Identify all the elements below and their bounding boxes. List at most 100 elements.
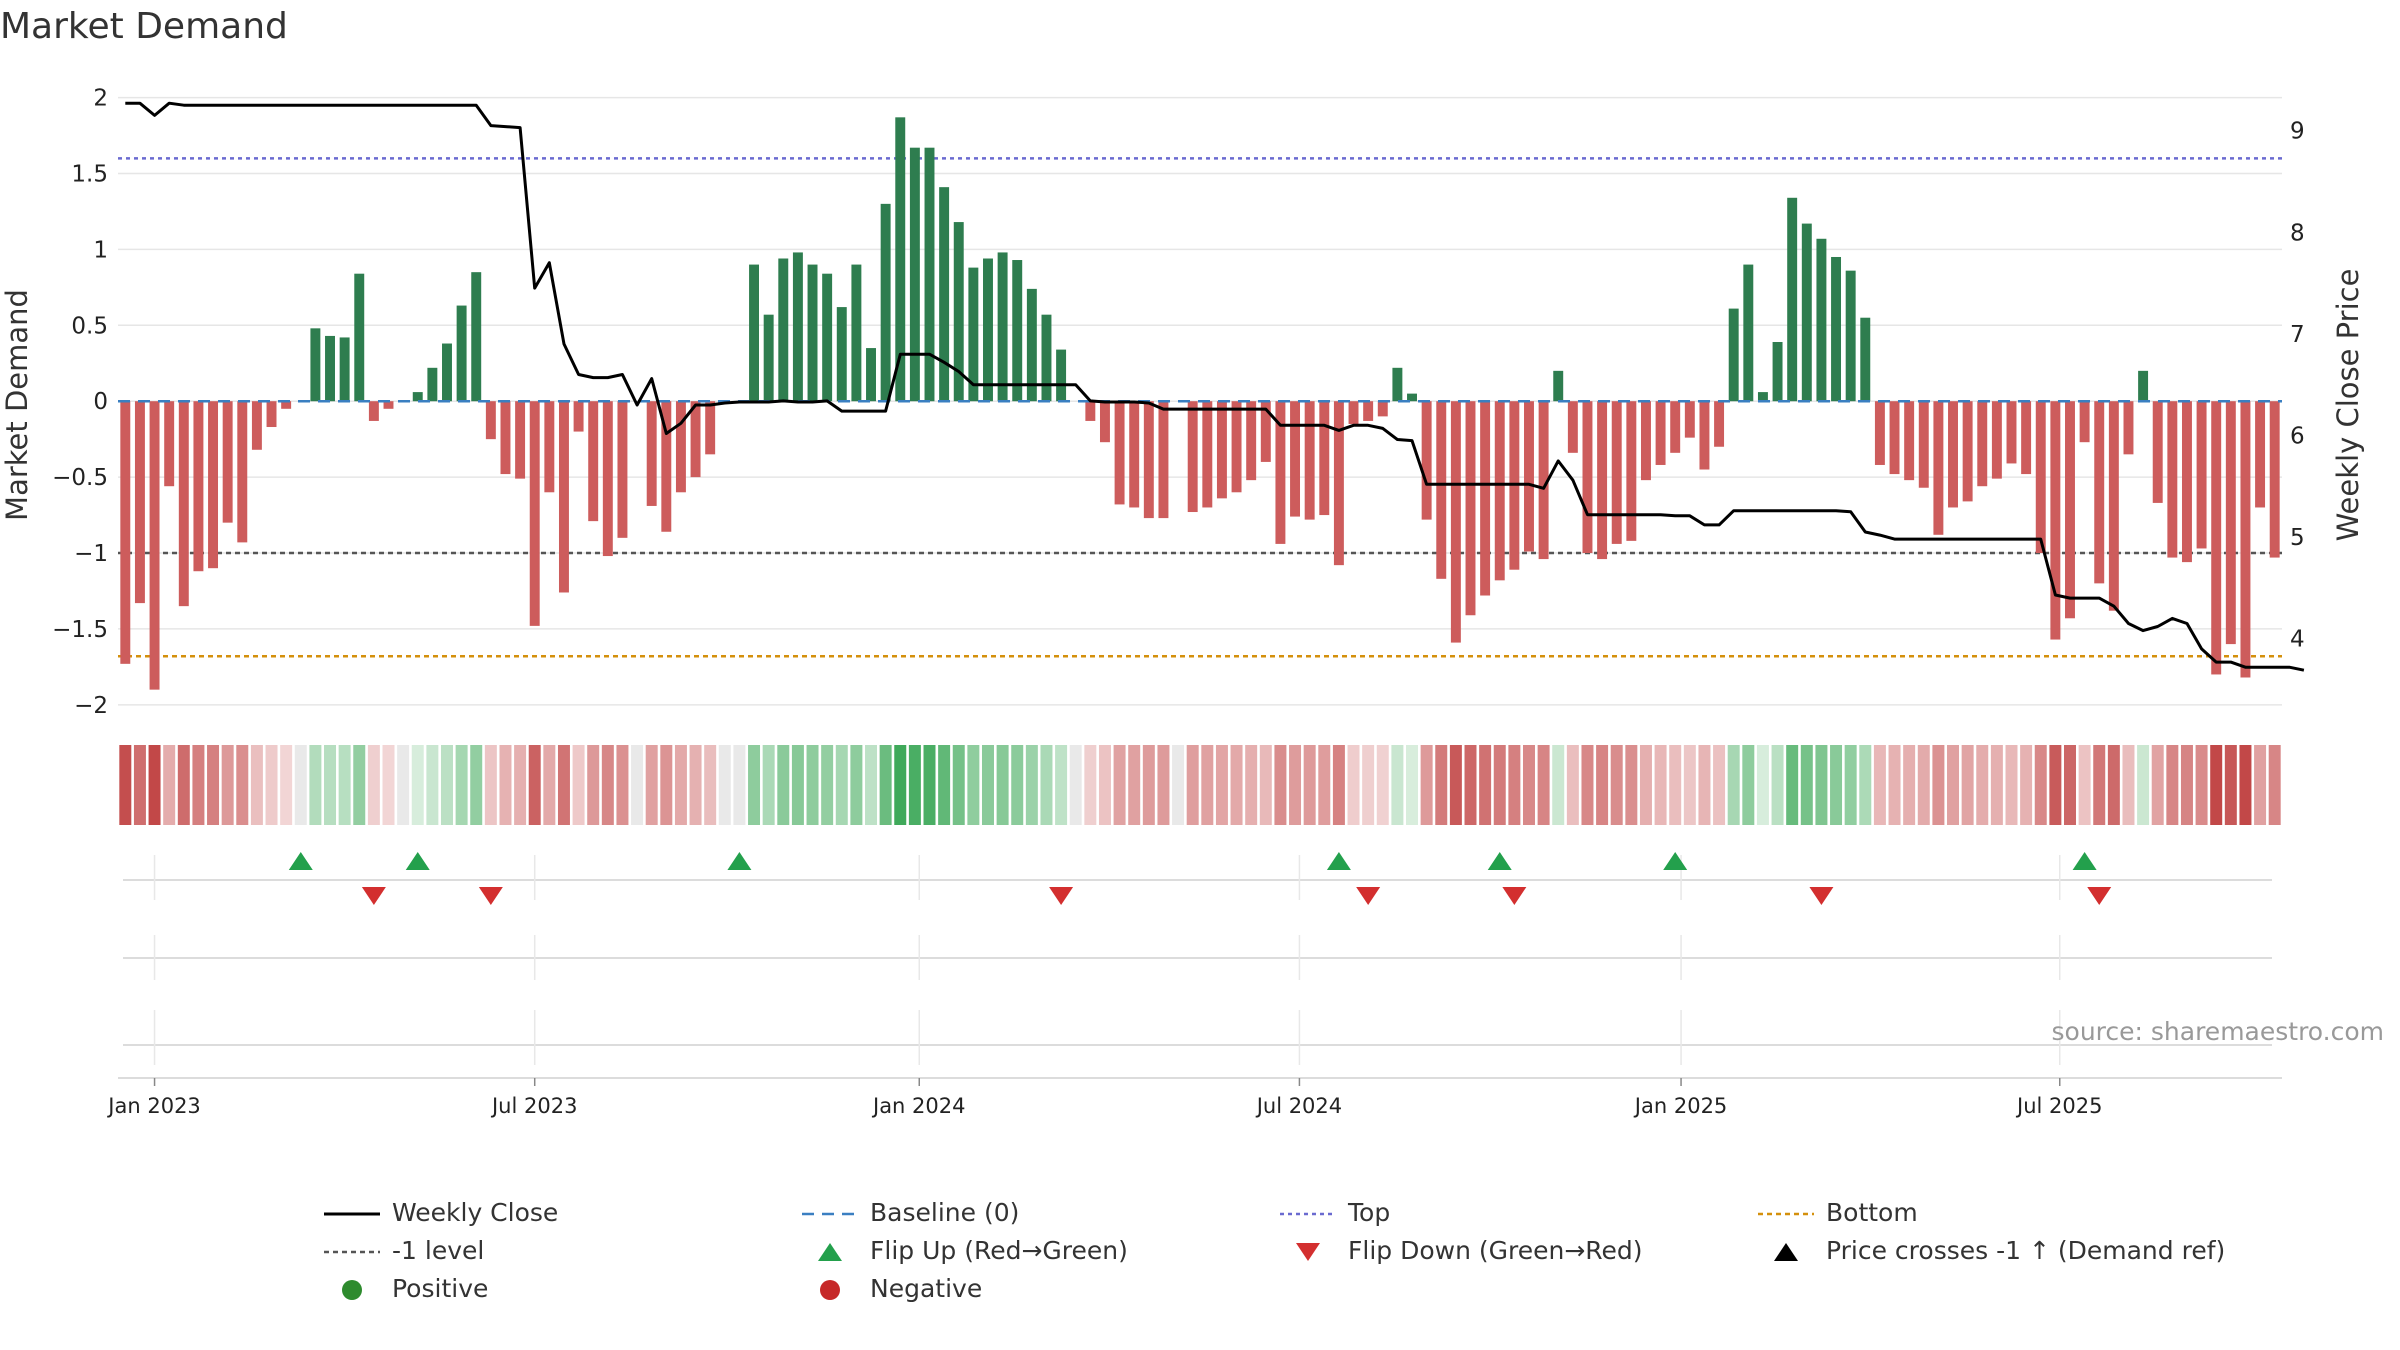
positive-bar (953, 222, 964, 402)
negative-bar (2211, 401, 2222, 675)
heat-strip-cell (1639, 745, 1652, 825)
heat-strip-cell (2180, 745, 2193, 825)
negative-bar (1889, 401, 1900, 475)
flip-down-marker (361, 887, 386, 905)
heat-strip-cell (1332, 745, 1345, 825)
positive-bar (442, 343, 452, 402)
heat-strip-cell (1172, 745, 1185, 825)
x-tick-label: Jan 2023 (106, 1094, 201, 1118)
y2-tick-label: 7 (2290, 322, 2305, 348)
heat-strip-cell (733, 745, 746, 825)
heat-strip-cell (324, 745, 337, 825)
negative-bar (1377, 401, 1388, 417)
negative-bar (1319, 401, 1330, 516)
positive-bar (851, 264, 862, 402)
flip-down-marker (1502, 887, 1527, 905)
heat-strip-cell (2063, 745, 2076, 825)
heat-strip-cell (908, 745, 921, 825)
heat-strip-cell (1493, 745, 1506, 825)
heat-strip-cell (718, 745, 731, 825)
negative-bar (1874, 401, 1885, 465)
negative-bar (266, 401, 277, 428)
heat-strip-cell (1376, 745, 1389, 825)
heat-strip-cell (1435, 745, 1448, 825)
heat-strip-cell (967, 745, 980, 825)
heat-strip-cell (1727, 745, 1740, 825)
heat-strip-cell (192, 745, 205, 825)
heat-strip-cell (894, 745, 907, 825)
positive-bar (1026, 288, 1037, 402)
heat-strip-cell (1479, 745, 1492, 825)
y2-tick-label: 8 (2290, 220, 2305, 246)
flip-down-marker (1356, 887, 1381, 905)
heat-strip-cell (1259, 745, 1272, 825)
positive-bar (895, 117, 906, 402)
heat-strip-cell (1800, 745, 1813, 825)
heat-strip-cell (616, 745, 629, 825)
negative-bar (2021, 401, 2032, 475)
heat-strip-cell (338, 745, 351, 825)
heat-strip-cell (221, 745, 234, 825)
negative-bar (1962, 401, 1973, 502)
negative-bar (661, 401, 672, 532)
positive-bar (1772, 342, 1783, 402)
negative-bar (573, 401, 584, 432)
heat-strip-cell (1932, 745, 1945, 825)
positive-bar (1757, 392, 1768, 402)
negative-bar (529, 401, 540, 626)
positive-bar (1831, 256, 1842, 402)
negative-bar (646, 401, 657, 506)
heat-strip-cell (1449, 745, 1462, 825)
positive-bar (1860, 317, 1871, 402)
negative-bar (193, 401, 204, 572)
heat-strip-cell (1142, 745, 1155, 825)
heat-strip-cell (2049, 745, 2062, 825)
negative-bar (1246, 401, 1257, 481)
heat-strip-cell (543, 745, 556, 825)
heat-strip-cell (1917, 745, 1930, 825)
heat-strip-cell (1976, 745, 1989, 825)
negative-bar (1450, 401, 1461, 643)
heat-strip-cell (1230, 745, 1243, 825)
heat-strip-cell (250, 745, 263, 825)
heat-strip-cell (1669, 745, 1682, 825)
negative-bar (2035, 401, 2046, 554)
negative-bar (1904, 401, 1915, 481)
heat-strip-cell (455, 745, 468, 825)
heat-strip-cell (777, 745, 790, 825)
heat-strip-cell (1025, 745, 1038, 825)
negative-bar (1684, 401, 1695, 438)
heat-strip-cell (2137, 745, 2150, 825)
heat-strip-cell (1245, 745, 1258, 825)
positive-bar (427, 367, 438, 402)
negative-bar (281, 401, 292, 409)
negative-bar (383, 401, 394, 409)
negative-bar (1655, 401, 1666, 465)
negative-bar (1933, 401, 1944, 535)
negative-bar (2181, 401, 2192, 563)
negative-bar (1129, 401, 1140, 508)
heat-strip-cell (674, 745, 687, 825)
negative-bar (1158, 401, 1169, 519)
heat-strip-cell (762, 745, 775, 825)
heat-strip-cell (587, 745, 600, 825)
negative-bar (690, 401, 701, 478)
heat-strip-cell (1581, 745, 1594, 825)
y2-tick-label: 5 (2290, 525, 2305, 551)
heat-strip-cell (1464, 745, 1477, 825)
positive-bar (2138, 370, 2149, 402)
positive-bar (778, 258, 789, 402)
heat-strip-cell (1040, 745, 1053, 825)
y2-tick-label: 4 (2290, 627, 2305, 653)
heat-strip-cell (1362, 745, 1375, 825)
y-tick-label: −0.5 (52, 465, 108, 491)
heat-strip-cell (2239, 745, 2252, 825)
negative-bar (1597, 401, 1608, 560)
heat-strip-cell (2268, 745, 2281, 825)
heat-strip-cell (397, 745, 410, 825)
positive-bar (1012, 260, 1023, 402)
heat-strip-cell (2122, 745, 2135, 825)
heat-strip-cell (1508, 745, 1521, 825)
positive-bar (456, 305, 467, 402)
positive-bar (983, 258, 993, 402)
